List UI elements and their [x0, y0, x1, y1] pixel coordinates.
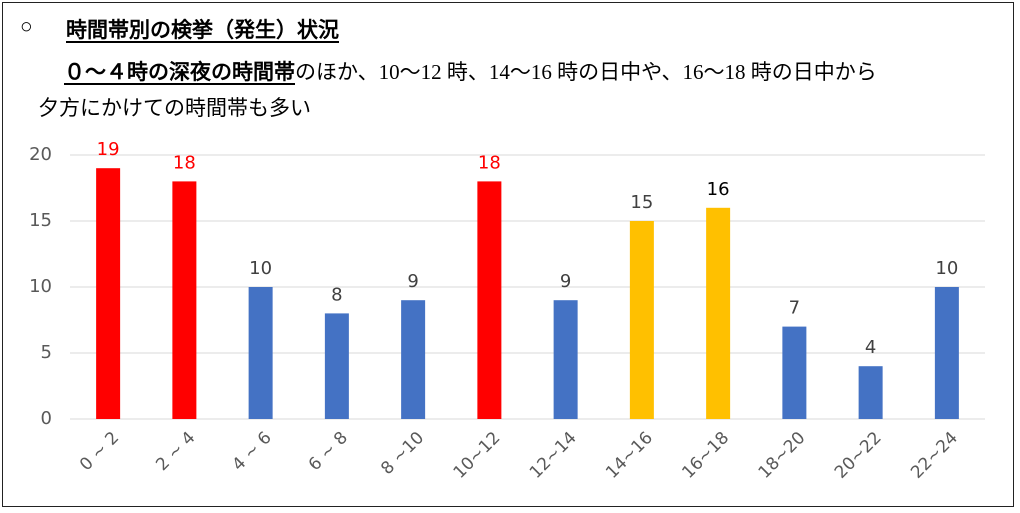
emphasis: ０～４時の深夜の時間帯	[64, 60, 295, 84]
title: 時間帯別の検挙（発生）状況	[66, 18, 339, 42]
bar	[96, 168, 121, 419]
value-label: 8	[331, 284, 342, 305]
bar	[172, 181, 197, 419]
y-tick-label: 20	[29, 144, 52, 165]
frame	[2, 2, 1014, 507]
bullet: ○	[20, 14, 33, 38]
bar	[782, 326, 807, 419]
value-label: 9	[407, 271, 418, 292]
value-label: 16	[707, 179, 730, 200]
bar	[629, 221, 654, 419]
y-tick-label: 5	[41, 342, 52, 363]
x-tick-label: 10~12	[450, 428, 505, 483]
bar	[324, 313, 349, 419]
line-2-text: のほか、10～12 時、14～16 時の日中や、16～18 時の日中から	[295, 60, 877, 84]
value-label: 15	[630, 192, 653, 213]
y-tick-label: 0	[41, 408, 52, 429]
bar	[706, 207, 731, 419]
value-label: 10	[249, 258, 272, 279]
value-label: 18	[173, 152, 196, 173]
x-tick-label: 8 ~10	[377, 428, 428, 479]
bar	[248, 287, 273, 419]
x-tick-label: 2 ~ 4	[152, 428, 199, 475]
x-tick-label: 22~24	[907, 428, 962, 483]
bar	[858, 366, 883, 419]
value-label: 7	[789, 298, 800, 319]
value-label: 9	[560, 271, 571, 292]
y-tick-label: 10	[29, 276, 52, 297]
value-label: 10	[935, 258, 958, 279]
y-tick-label: 15	[29, 210, 52, 231]
line-2: ０～４時の深夜の時間帯のほか、10～12 時、14～16 時の日中や、16～18…	[64, 56, 877, 86]
x-tick-label: 14~16	[602, 428, 657, 483]
x-tick-label: 16~18	[678, 428, 733, 483]
value-label: 18	[478, 152, 501, 173]
bar	[553, 300, 578, 419]
x-tick-label: 6 ~ 8	[305, 428, 352, 475]
value-label: 19	[97, 139, 120, 160]
x-tick-label: 18~20	[755, 428, 810, 483]
x-tick-label: 0 ~ 2	[76, 428, 123, 475]
line-3: 夕方にかけての時間帯も多い	[38, 96, 311, 120]
x-tick-label: 4 ~ 6	[229, 428, 276, 475]
bar	[477, 181, 502, 419]
bar	[401, 300, 426, 419]
x-tick-label: 20~22	[831, 428, 886, 483]
bar	[934, 287, 959, 419]
x-tick-label: 12~14	[526, 428, 581, 483]
value-label: 4	[865, 337, 876, 358]
